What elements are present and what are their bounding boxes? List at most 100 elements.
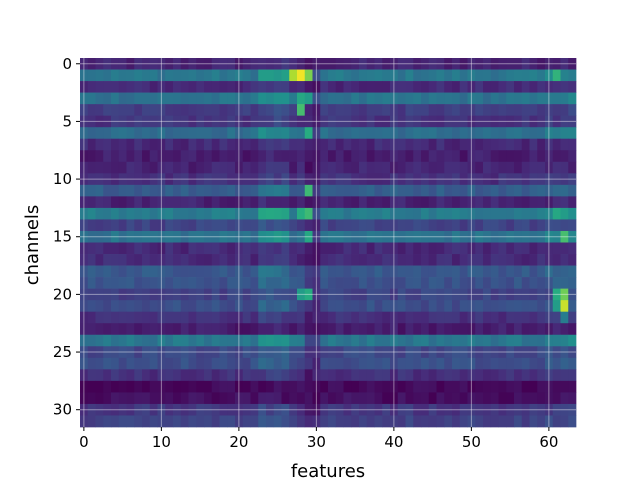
- heatmap-cell: [289, 300, 298, 313]
- heatmap-cell: [320, 196, 329, 209]
- heatmap-cell: [304, 265, 313, 278]
- heatmap-cell: [320, 104, 329, 117]
- heatmap-cell: [281, 288, 290, 301]
- heatmap-cell: [87, 300, 96, 313]
- heatmap-cell: [552, 69, 561, 82]
- heatmap-cell: [281, 380, 290, 393]
- heatmap-cell: [359, 277, 368, 289]
- heatmap-cell: [219, 92, 228, 105]
- heatmap-cell: [475, 242, 484, 255]
- heatmap-cell: [165, 323, 174, 336]
- heatmap-cell: [537, 138, 546, 151]
- heatmap-cell: [498, 403, 507, 416]
- heatmap-cell: [157, 92, 166, 105]
- heatmap-cell: [250, 265, 259, 278]
- heatmap-cell: [397, 81, 406, 93]
- heatmap-cell: [188, 81, 197, 93]
- heatmap-cell: [80, 300, 89, 313]
- heatmap-cell: [483, 161, 492, 174]
- heatmap-cell: [328, 357, 337, 370]
- heatmap-cell: [142, 334, 151, 347]
- heatmap-cell: [382, 58, 391, 70]
- heatmap-cell: [273, 403, 282, 416]
- heatmap-cell: [545, 415, 554, 428]
- heatmap-cell: [250, 219, 259, 232]
- heatmap-cell: [405, 265, 414, 278]
- heatmap-cell: [436, 300, 445, 313]
- heatmap-cell: [351, 288, 360, 301]
- heatmap-cell: [95, 265, 104, 278]
- heatmap-cell: [506, 392, 515, 405]
- heatmap-cell: [506, 369, 515, 382]
- heatmap-cell: [258, 230, 267, 243]
- heatmap-cell: [111, 127, 120, 140]
- heatmap-cell: [436, 403, 445, 416]
- heatmap-cell: [568, 346, 577, 359]
- heatmap-cell: [467, 161, 476, 174]
- heatmap-cell: [560, 219, 569, 232]
- heatmap-cell: [242, 334, 251, 347]
- heatmap-cell: [359, 265, 368, 278]
- heatmap-cell: [413, 300, 422, 313]
- heatmap-cell: [258, 403, 267, 416]
- heatmap-cell: [506, 230, 515, 243]
- heatmap-cell: [498, 288, 507, 301]
- heatmap-cell: [80, 380, 89, 393]
- heatmap-cell: [374, 311, 383, 324]
- heatmap-cell: [320, 311, 329, 324]
- heatmap-cell: [459, 369, 468, 382]
- heatmap-cell: [529, 392, 538, 405]
- heatmap-cell: [126, 173, 135, 186]
- heatmap-cell: [320, 92, 329, 105]
- heatmap-cell: [80, 277, 89, 289]
- heatmap-cell: [157, 161, 166, 174]
- heatmap-cell: [273, 392, 282, 405]
- heatmap-cell: [297, 403, 306, 416]
- heatmap-cell: [304, 92, 313, 105]
- heatmap-cell: [149, 380, 158, 393]
- heatmap-cell: [397, 403, 406, 416]
- heatmap-cell: [266, 173, 275, 186]
- heatmap-cell: [343, 127, 352, 140]
- heatmap-cell: [118, 173, 127, 186]
- heatmap-cell: [165, 334, 174, 347]
- heatmap-cell: [126, 242, 135, 255]
- heatmap-cell: [219, 415, 228, 428]
- heatmap-cell: [165, 415, 174, 428]
- heatmap-cell: [87, 81, 96, 93]
- heatmap-cell: [382, 184, 391, 197]
- heatmap-cell: [235, 115, 244, 128]
- heatmap-cell: [134, 242, 143, 255]
- heatmap-cell: [242, 415, 251, 428]
- heatmap-cell: [374, 81, 383, 93]
- heatmap-cell: [242, 357, 251, 370]
- heatmap-cell: [413, 311, 422, 324]
- heatmap-cell: [126, 357, 135, 370]
- heatmap-cell: [157, 81, 166, 93]
- heatmap-cell: [188, 380, 197, 393]
- heatmap-cell: [359, 104, 368, 117]
- heatmap-cell: [289, 323, 298, 336]
- heatmap-cell: [335, 184, 344, 197]
- heatmap-cell: [281, 58, 290, 70]
- heatmap-cell: [568, 207, 577, 220]
- heatmap-cell: [436, 230, 445, 243]
- heatmap-cell: [134, 254, 143, 266]
- heatmap-cell: [204, 207, 213, 220]
- heatmap-cell: [328, 380, 337, 393]
- heatmap-cell: [118, 323, 127, 336]
- heatmap-cell: [227, 369, 236, 382]
- heatmap-cell: [421, 369, 430, 382]
- heatmap-cell: [529, 150, 538, 163]
- heatmap-cell: [459, 242, 468, 255]
- heatmap-cell: [235, 392, 244, 405]
- heatmap-cell: [529, 415, 538, 428]
- heatmap-cell: [444, 207, 453, 220]
- heatmap-cell: [211, 81, 220, 93]
- heatmap-cell: [390, 184, 399, 197]
- heatmap-cell: [397, 415, 406, 428]
- heatmap-cell: [219, 277, 228, 289]
- heatmap-cell: [483, 104, 492, 117]
- heatmap-cell: [165, 254, 174, 266]
- heatmap-cell: [196, 104, 205, 117]
